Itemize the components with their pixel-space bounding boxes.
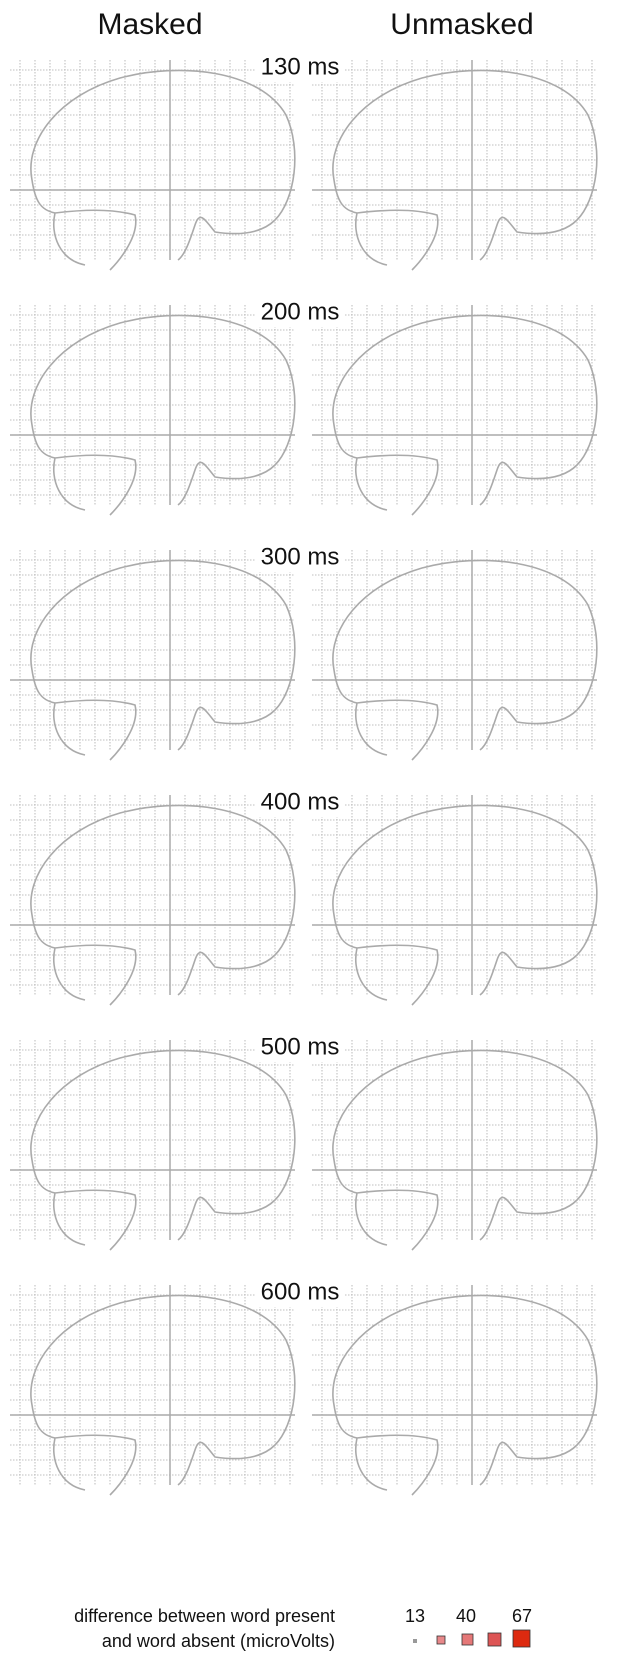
legend-text: difference between word present: [74, 1606, 335, 1626]
brain-panel: [311, 794, 598, 1006]
legend-value: 40: [456, 1606, 476, 1626]
time-label: 130 ms: [261, 53, 340, 80]
brain-panel: [311, 549, 598, 761]
brain-panel: [9, 59, 296, 271]
brain-panel: [311, 1284, 598, 1496]
label-bg: [255, 1281, 345, 1307]
brain-panel: [9, 1284, 296, 1496]
brain-panel: [9, 549, 296, 761]
brain-panel: [9, 1039, 296, 1251]
time-label: 200 ms: [261, 298, 340, 325]
time-label: 600 ms: [261, 1278, 340, 1305]
legend-swatches: [413, 1629, 531, 1648]
legend-value: 13: [405, 1606, 425, 1626]
brain-panel: [9, 304, 296, 516]
time-label: 400 ms: [261, 788, 340, 815]
time-label: 500 ms: [261, 1033, 340, 1060]
label-bg: [255, 301, 345, 327]
label-bg: [255, 546, 345, 572]
brain-panel: [311, 304, 598, 516]
time-label: 300 ms: [261, 543, 340, 570]
column-header: Unmasked: [390, 8, 533, 41]
label-bg: [255, 791, 345, 817]
column-header: Masked: [97, 8, 202, 41]
label-bg: [255, 56, 345, 82]
brain-panel: [311, 1039, 598, 1251]
label-bg: [255, 1036, 345, 1062]
legend-text: and word absent (microVolts): [102, 1631, 335, 1651]
brain-panel: [311, 59, 598, 271]
brain-panel: [9, 794, 296, 1006]
legend-value: 67: [512, 1606, 532, 1626]
